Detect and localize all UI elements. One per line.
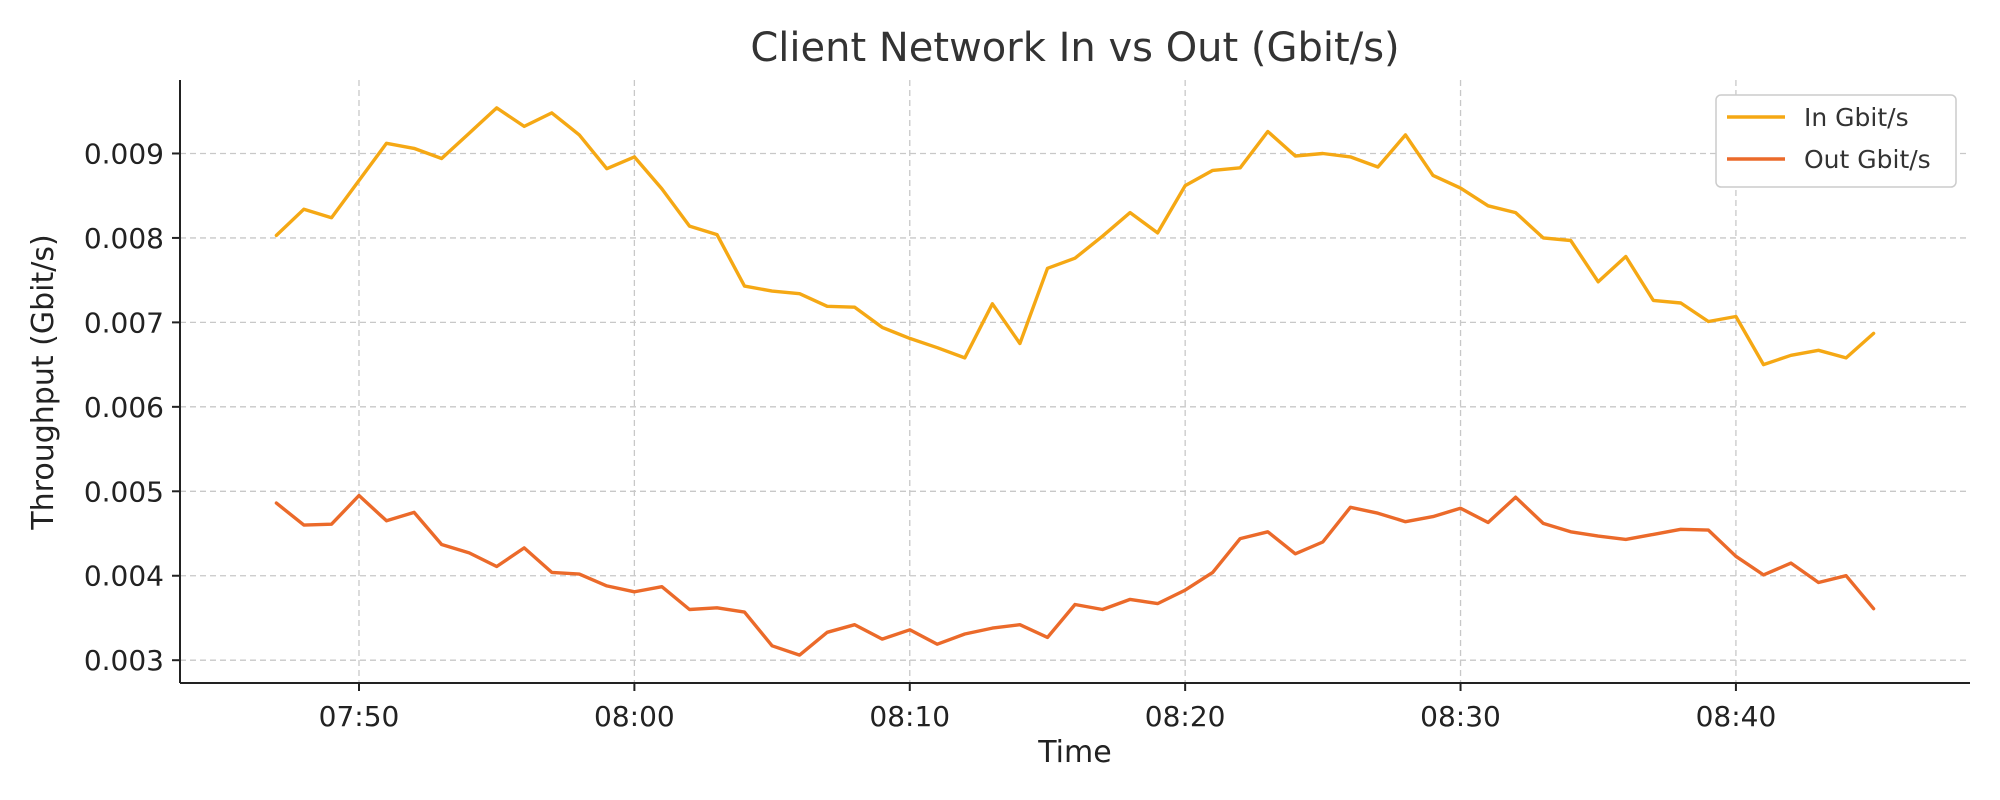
x-axis-label: Time — [1037, 735, 1111, 770]
axis-ticks: 07:50 08:00 08:10 08:20 08:30 08:40 0.003 0.004… — [84, 137, 1776, 733]
y-tick-label: 0.005 — [84, 475, 164, 508]
grid-lines — [180, 80, 1970, 683]
legend-label-in: In Gbit/s — [1804, 103, 1909, 132]
y-tick-label: 0.004 — [84, 560, 164, 593]
y-tick-label: 0.003 — [84, 644, 164, 677]
y-tick-label: 0.007 — [84, 306, 164, 339]
series-line-out — [274, 493, 1876, 657]
series-line-in — [274, 106, 1876, 367]
chart-title: Client Network In vs Out (Gbit/s) — [750, 25, 1399, 71]
x-tick-label: 08:40 — [1696, 700, 1777, 733]
x-tick-label: 08:00 — [594, 700, 675, 733]
y-tick-label: 0.009 — [84, 137, 164, 170]
x-tick-label: 08:30 — [1420, 700, 1501, 733]
y-tick-label: 0.008 — [84, 222, 164, 255]
x-tick-label: 08:10 — [869, 700, 950, 733]
legend: In Gbit/s Out Gbit/s — [1715, 94, 1957, 188]
series-lines — [274, 106, 1876, 657]
x-tick-label: 07:50 — [319, 700, 400, 733]
x-tick-label: 08:20 — [1145, 700, 1226, 733]
legend-label-out: Out Gbit/s — [1804, 145, 1931, 174]
y-axis-label: Throughput (Gbit/s) — [26, 234, 61, 530]
y-tick-label: 0.006 — [84, 391, 164, 424]
